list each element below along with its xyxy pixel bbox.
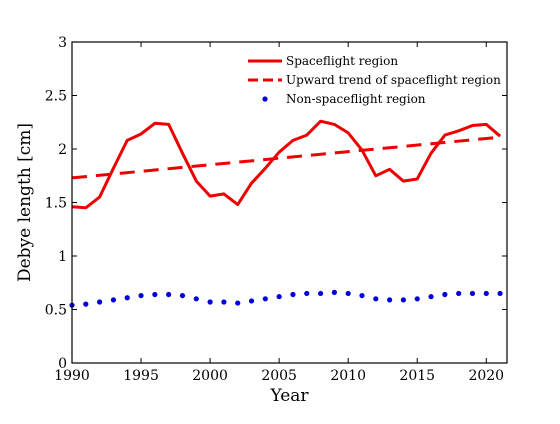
series-3-point (290, 291, 296, 298)
plot-frame (71, 41, 508, 364)
x-tick-label: 2020 (468, 368, 504, 384)
series-3-point (152, 291, 158, 298)
y-tick-label: 0.5 (45, 303, 67, 319)
series-3-point (110, 297, 117, 303)
y-tick-label: 1 (58, 249, 67, 265)
x-tick-label: 2000 (192, 368, 228, 384)
series-3-point (317, 290, 324, 297)
series-3-point (400, 297, 407, 303)
y-tick-label: 3 (58, 35, 67, 51)
series-3-point (414, 296, 420, 302)
series-2-line (71, 135, 501, 180)
series-3-point (359, 292, 365, 299)
series-3-point (428, 294, 434, 300)
series-3-point (456, 290, 462, 297)
legend-entry-1-label: Spaceflight region (286, 54, 398, 68)
series-3-point (248, 298, 255, 304)
series-3-point (235, 300, 241, 306)
legend-entry-3-label: Non-spaceflight region (286, 92, 426, 106)
series-3-point (483, 290, 489, 297)
series-3-point (138, 292, 144, 299)
x-tick-label: 2010 (330, 368, 366, 384)
series-3-point (193, 296, 199, 302)
legend: Spaceflight region Upward trend of spacef… (248, 54, 501, 106)
series-3-point (304, 290, 310, 297)
series-3-point (497, 290, 503, 297)
series-3-point (97, 299, 103, 305)
series-3-point (387, 297, 393, 303)
series-3-point (83, 301, 89, 307)
x-axis-label: Year (269, 386, 309, 406)
series-3-point (179, 292, 186, 299)
x-tick-label: 2015 (399, 368, 435, 384)
y-axis-label: Debye length [cm] (15, 123, 35, 282)
series-3-point (442, 291, 448, 298)
y-tick-label: 1.5 (45, 196, 67, 212)
series-3-point (262, 296, 268, 302)
series-3-point (331, 289, 337, 295)
series-3-point (276, 294, 282, 300)
legend-entry-2-label: Upward trend of spaceflight region (286, 73, 501, 87)
y-tick-label: 2 (58, 142, 67, 158)
y-tick-label: 2.5 (45, 89, 67, 105)
x-tick-label: 1995 (123, 368, 159, 384)
y-tick-label: 0 (58, 356, 67, 372)
x-tick-label: 1990 (54, 368, 90, 384)
data-layer (69, 119, 503, 308)
series-3-point (166, 291, 172, 298)
legend-entry-3-marker (262, 96, 268, 102)
series-3-point (373, 296, 379, 302)
series-3-point (207, 299, 213, 305)
series-3-point (345, 290, 351, 297)
series-3-point (124, 295, 130, 301)
series-3-point (221, 299, 227, 305)
axis-ticks: 1990 1995 2000 2005 2010 2015 2020 0 0.5 1 1.5 2 2.5… (45, 35, 507, 384)
x-tick-label: 2005 (261, 368, 297, 384)
series-3-point (469, 290, 476, 297)
series-1-line (71, 119, 502, 210)
